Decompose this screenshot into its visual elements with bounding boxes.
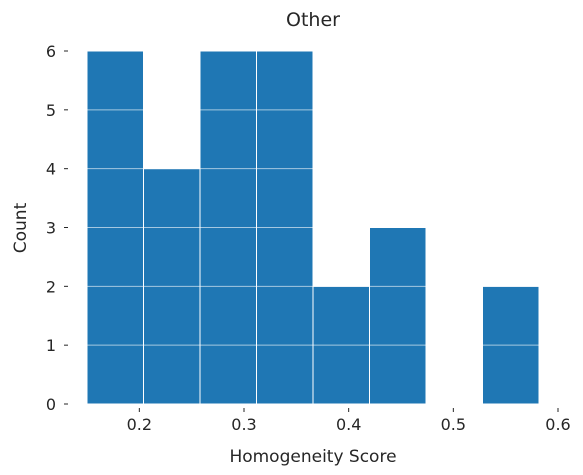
x-axis-label: Homogeneity Score bbox=[229, 447, 396, 467]
x-axis-ticks: 0.2 0.3 0.4 0.5 0.6 bbox=[127, 408, 571, 434]
y-tick-label: 2 bbox=[46, 277, 56, 296]
y-tick-label: 3 bbox=[46, 219, 56, 238]
y-tick-label: 5 bbox=[46, 101, 56, 120]
histogram-bar bbox=[369, 227, 427, 405]
y-tick-label: 1 bbox=[46, 336, 56, 355]
y-axis-label: Count bbox=[11, 202, 31, 253]
y-tick-label: 6 bbox=[46, 42, 56, 61]
x-tick-label: 0.6 bbox=[545, 415, 570, 434]
x-tick-label: 0.3 bbox=[231, 415, 256, 434]
chart-title: Other bbox=[286, 9, 340, 31]
y-tick-label: 0 bbox=[46, 395, 56, 414]
y-axis-ticks: 0 1 2 3 4 5 6 bbox=[46, 42, 68, 414]
x-tick-label: 0.4 bbox=[336, 415, 361, 434]
y-tick-label: 4 bbox=[46, 160, 56, 179]
x-tick-label: 0.2 bbox=[127, 415, 152, 434]
gridlines bbox=[87, 50, 539, 346]
x-tick-label: 0.5 bbox=[441, 415, 466, 434]
